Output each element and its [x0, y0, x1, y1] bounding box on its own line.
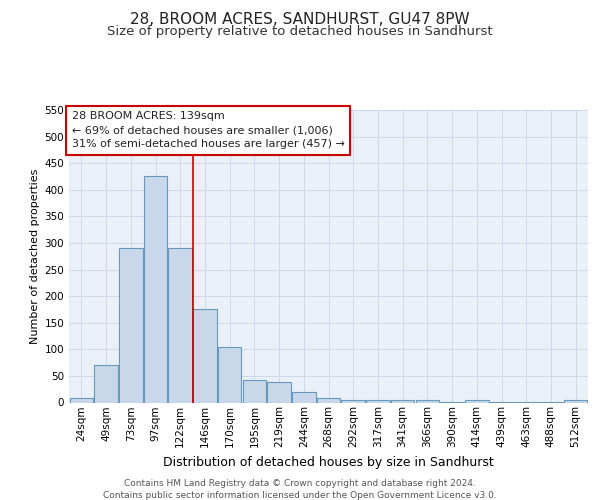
Text: 28 BROOM ACRES: 139sqm
← 69% of detached houses are smaller (1,006)
31% of semi-: 28 BROOM ACRES: 139sqm ← 69% of detached… [71, 112, 344, 150]
Y-axis label: Number of detached properties: Number of detached properties [30, 168, 40, 344]
Bar [268, 382, 291, 402]
Bar [119, 248, 143, 402]
Text: Contains public sector information licensed under the Open Government Licence v3: Contains public sector information licen… [103, 491, 497, 500]
Bar [70, 398, 93, 402]
Text: Size of property relative to detached houses in Sandhurst: Size of property relative to detached ho… [107, 25, 493, 38]
Bar [366, 400, 389, 402]
Bar [218, 346, 241, 403]
Bar [144, 176, 167, 402]
Bar [317, 398, 340, 402]
Text: 28, BROOM ACRES, SANDHURST, GU47 8PW: 28, BROOM ACRES, SANDHURST, GU47 8PW [130, 12, 470, 28]
Bar [193, 310, 217, 402]
Bar [292, 392, 316, 402]
Bar [391, 400, 415, 402]
X-axis label: Distribution of detached houses by size in Sandhurst: Distribution of detached houses by size … [163, 456, 494, 468]
Bar [564, 400, 587, 402]
Bar [242, 380, 266, 402]
Bar [94, 366, 118, 403]
Bar [169, 248, 192, 402]
Bar [465, 400, 488, 402]
Bar [416, 400, 439, 402]
Text: Contains HM Land Registry data © Crown copyright and database right 2024.: Contains HM Land Registry data © Crown c… [124, 479, 476, 488]
Bar [341, 400, 365, 402]
